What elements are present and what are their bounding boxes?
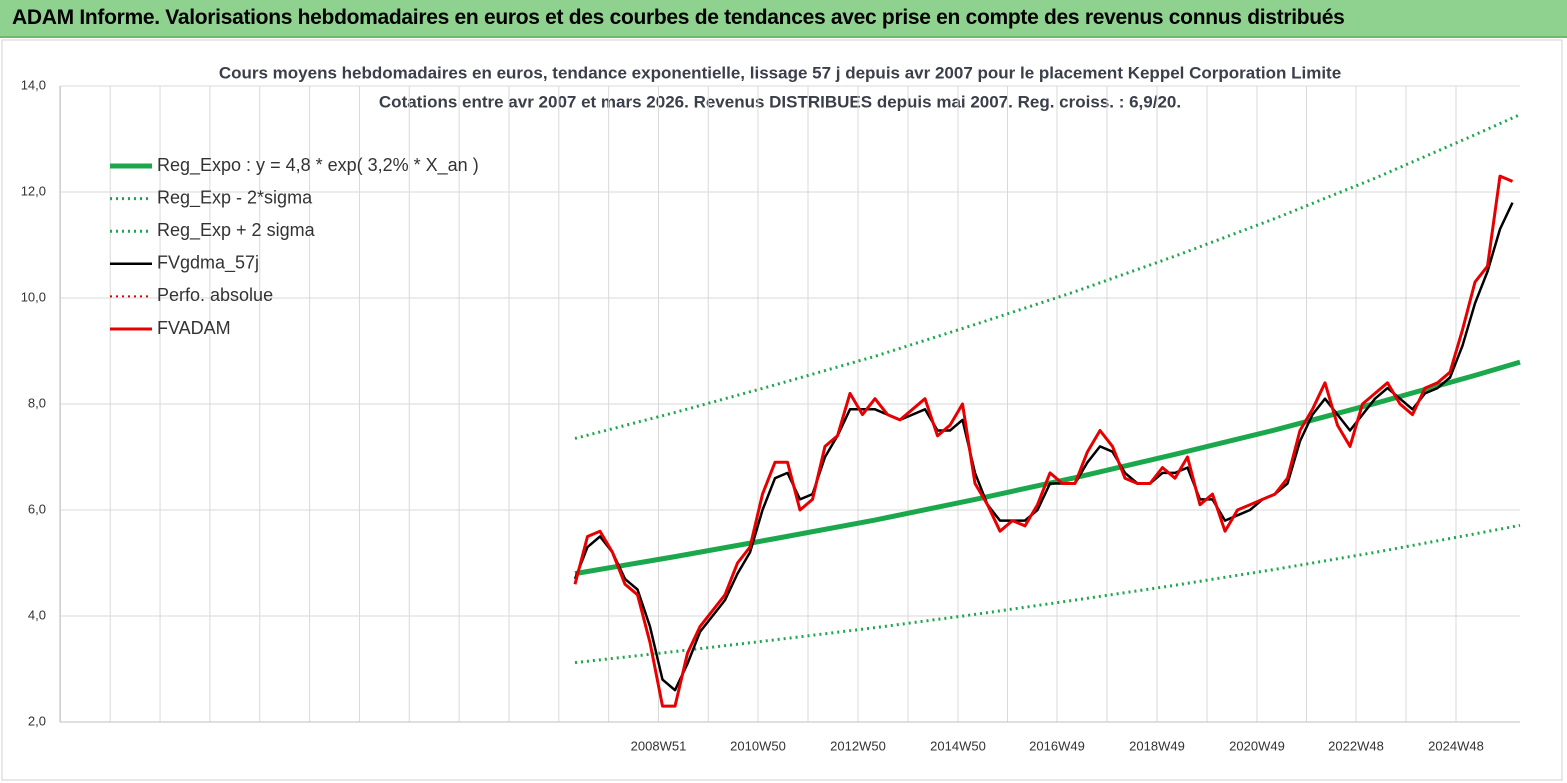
- x-tick-label: 2020W49: [1229, 738, 1285, 753]
- x-tick-label: 2014W50: [930, 738, 986, 753]
- legend-label: FVgdma_57j: [157, 253, 259, 274]
- chart: Cours moyens hebdomadaires en euros, ten…: [1, 39, 1563, 781]
- chart-title: Cours moyens hebdomadaires en euros, ten…: [219, 63, 1341, 82]
- x-tick-label: 2010W50: [730, 738, 786, 753]
- y-tick-label: 2,0: [28, 713, 46, 728]
- y-tick-label: 14,0: [21, 77, 46, 92]
- chart-subtitle: Cotations entre avr 2007 et mars 2026. R…: [379, 92, 1181, 111]
- x-tick-label: 2008W51: [631, 738, 687, 753]
- x-tick-label: 2024W48: [1428, 738, 1484, 753]
- y-tick-label: 12,0: [21, 183, 46, 198]
- legend-label: Perfo. absolue: [157, 285, 273, 305]
- y-tick-label: 6,0: [28, 501, 46, 516]
- series-line: [573, 174, 1514, 708]
- legend-label: FVADAM: [157, 318, 231, 338]
- x-tick-label: 2022W48: [1328, 738, 1384, 753]
- legend-label: Reg_Expo : y = 4,8 * exp( 3,2% * X_an ): [157, 155, 479, 176]
- series-line: [574, 359, 1521, 577]
- chart-frame: [1, 39, 1563, 781]
- header: ADAM Informe. Valorisations hebdomadaire…: [0, 0, 1567, 38]
- x-tick-label: 2018W49: [1129, 738, 1185, 753]
- y-tick-label: 4,0: [28, 607, 46, 622]
- header-title: ADAM Informe. Valorisations hebdomadaire…: [12, 6, 1345, 29]
- x-tick-label: 2016W49: [1029, 738, 1085, 753]
- x-tick-label: 2012W50: [830, 738, 886, 753]
- legend-label: Reg_Exp - 2*sigma: [157, 187, 313, 208]
- y-tick-label: 8,0: [28, 395, 46, 410]
- y-tick-label: 10,0: [21, 289, 46, 304]
- series-line: [574, 523, 1521, 665]
- legend-label: Reg_Exp + 2 sigma: [157, 220, 316, 241]
